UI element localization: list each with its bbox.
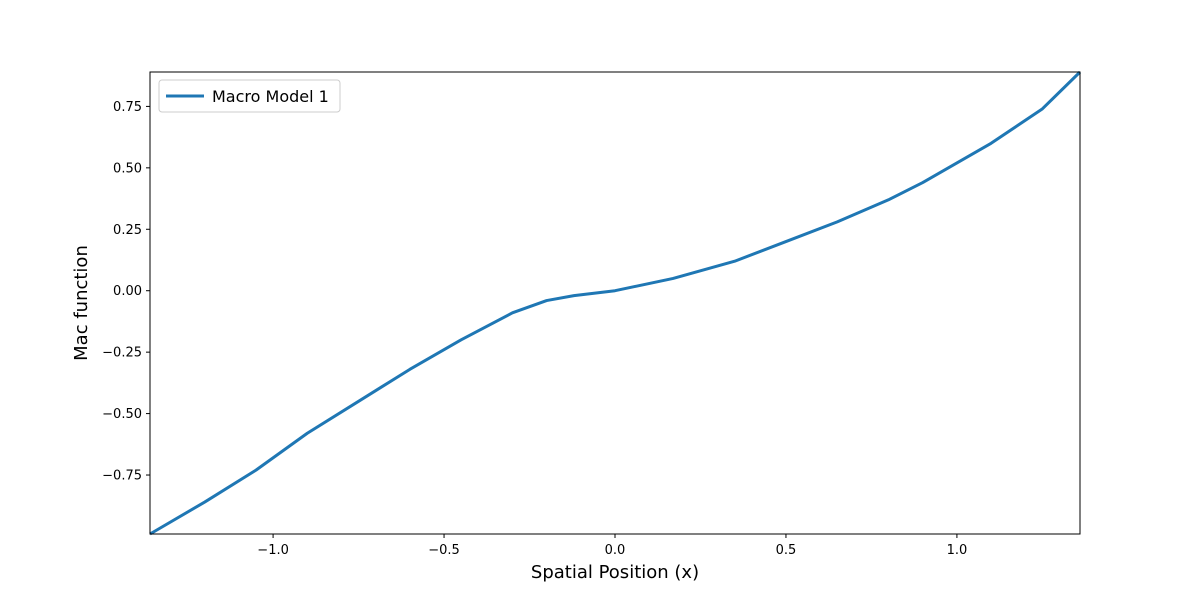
x-axis-label: Spatial Position (x) (531, 562, 699, 583)
series-line (149, 70, 1082, 536)
x-tick-label: 0.0 (605, 543, 626, 558)
y-tick-label: −0.25 (102, 346, 142, 361)
legend-label: Macro Model 1 (212, 87, 329, 106)
y-tick-label: 0.25 (113, 223, 142, 238)
y-tick-label: 0.00 (113, 284, 142, 299)
x-tick-label: −1.0 (257, 543, 289, 558)
x-tick-label: 1.0 (947, 543, 968, 558)
y-tick-label: −0.75 (102, 469, 142, 484)
x-tick-label: −0.5 (428, 543, 460, 558)
y-tick-label: −0.50 (102, 407, 142, 422)
legend: Macro Model 1 (158, 79, 341, 113)
legend-box (158, 79, 341, 113)
y-axis-label: Mac function (71, 245, 92, 361)
y-tick-label: 0.50 (113, 161, 142, 176)
y-tick-label: 0.75 (113, 100, 142, 115)
x-tick-label: 0.5 (776, 543, 797, 558)
plot-frame (149, 71, 1081, 535)
